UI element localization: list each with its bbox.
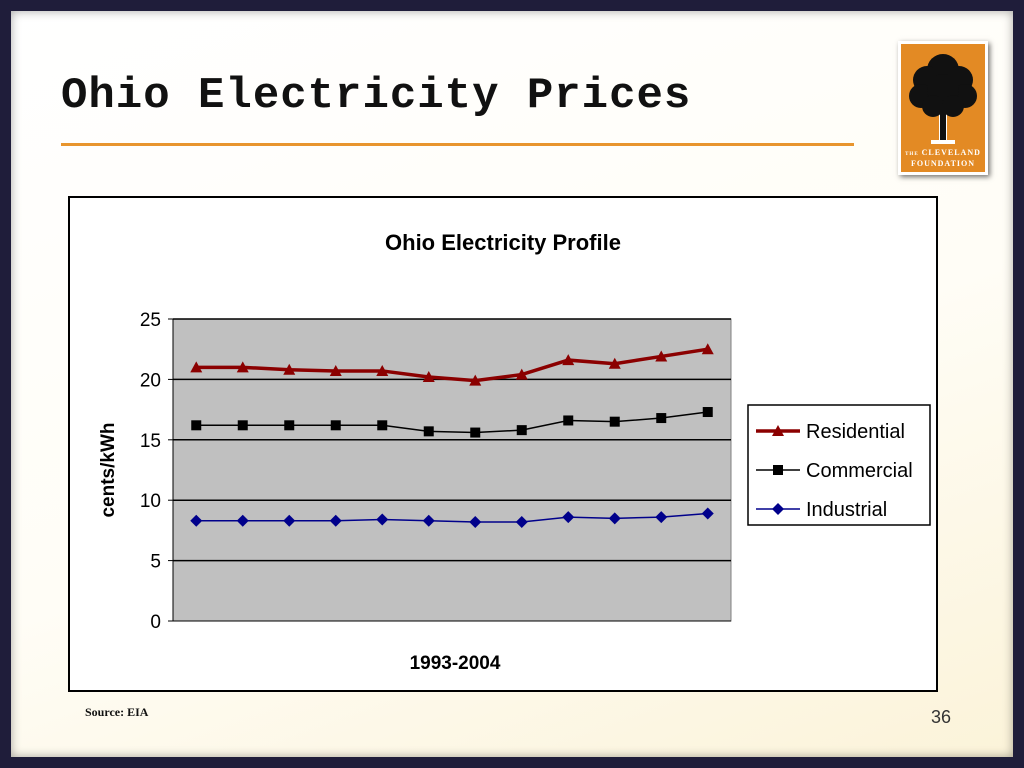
data-point-residential	[376, 364, 389, 376]
series-line-industrial	[196, 512, 708, 523]
data-point-residential	[236, 361, 249, 373]
data-point-residential	[608, 357, 621, 369]
x-axis-label: 1993-2004	[410, 653, 501, 674]
data-point-industrial	[608, 512, 621, 525]
y-tick-label: 25	[140, 310, 161, 331]
y-tick-label: 15	[140, 431, 161, 452]
logo-text-line1: THE CLEVELAND	[905, 148, 981, 157]
legend-marker	[772, 425, 784, 436]
data-point-residential	[283, 363, 296, 375]
y-tick-label: 20	[140, 370, 161, 391]
logo-text-line2: FOUNDATION	[910, 159, 976, 168]
data-point-industrial	[283, 514, 296, 527]
cleveland-foundation-logo: THE CLEVELAND FOUNDATION	[898, 41, 988, 175]
data-point-commercial	[377, 420, 388, 431]
data-point-industrial	[329, 514, 342, 527]
chart-title: Ohio Electricity Profile	[385, 230, 621, 255]
data-point-residential	[422, 370, 435, 382]
data-point-industrial	[469, 515, 482, 528]
series-line-commercial	[196, 411, 708, 434]
legend-label-industrial: Industrial	[806, 499, 887, 521]
slide: Ohio Electricity Prices THE CLEVELAND FO…	[11, 11, 1013, 757]
legend-marker	[772, 503, 784, 515]
line-chart: Ohio Electricity Profile 0 5 10 15 20 25 1993-2…	[98, 230, 931, 674]
plot-area	[172, 318, 732, 622]
data-point-commercial	[284, 420, 295, 431]
data-point-commercial	[191, 420, 202, 431]
data-point-commercial	[702, 407, 713, 418]
data-point-industrial	[190, 514, 203, 527]
data-point-industrial	[376, 513, 389, 526]
source-note: Source: EIA	[85, 705, 149, 719]
data-point-commercial	[609, 416, 620, 427]
data-point-residential	[469, 374, 482, 386]
data-point-commercial	[656, 413, 667, 424]
data-point-residential	[329, 364, 342, 376]
data-point-industrial	[655, 511, 668, 524]
tree-icon	[909, 54, 977, 144]
data-point-residential	[701, 343, 714, 355]
legend-label-residential: Residential	[806, 421, 905, 443]
data-point-industrial	[422, 514, 435, 527]
slide-title: Ohio Electricity Prices	[61, 71, 692, 121]
data-point-commercial	[516, 425, 527, 436]
series-line-residential	[196, 347, 709, 383]
title-divider	[61, 143, 854, 146]
legend-label-commercial: Commercial	[806, 460, 913, 482]
data-point-industrial	[562, 511, 575, 524]
data-point-commercial	[330, 420, 341, 431]
y-axis-label: cents/kWh	[98, 422, 119, 517]
data-point-residential	[655, 350, 668, 362]
data-point-industrial	[236, 514, 249, 527]
data-point-commercial	[237, 420, 248, 431]
y-tick-label: 0	[150, 612, 161, 633]
data-point-commercial	[563, 415, 574, 426]
y-tick-label: 10	[140, 491, 161, 512]
data-point-residential	[562, 354, 575, 366]
chart-container: Ohio Electricity Profile 0 5 10 15 20 25 1993-2…	[68, 196, 938, 692]
legend-marker	[773, 465, 783, 475]
data-point-commercial	[470, 427, 481, 438]
page-number: 36	[931, 707, 952, 727]
data-point-residential	[515, 368, 528, 380]
data-point-residential	[190, 361, 203, 373]
y-tick-label: 5	[150, 552, 161, 573]
data-point-industrial	[701, 507, 714, 520]
data-point-industrial	[515, 515, 528, 528]
data-point-commercial	[423, 426, 434, 437]
